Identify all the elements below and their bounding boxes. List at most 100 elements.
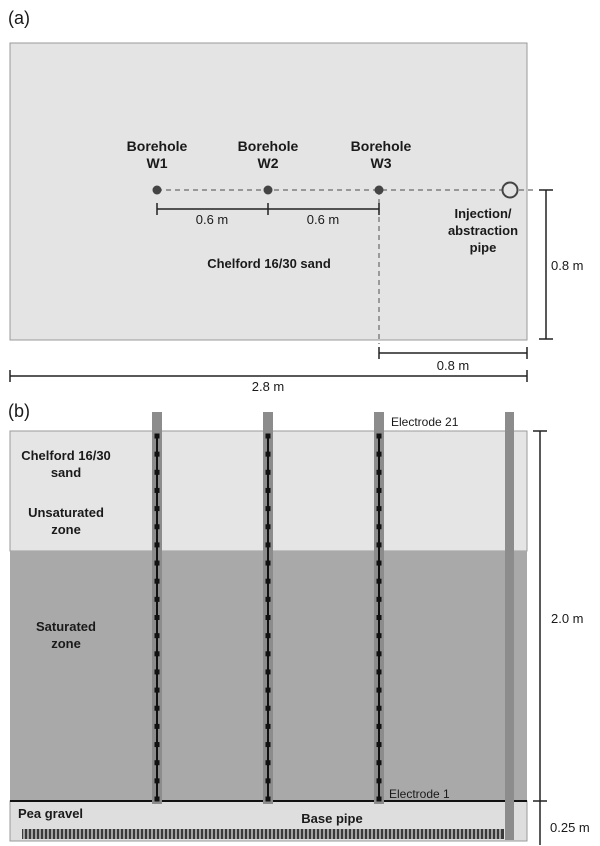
electrode bbox=[376, 451, 382, 457]
electrode bbox=[265, 742, 271, 748]
electrode bbox=[376, 669, 382, 675]
electrode bbox=[265, 669, 271, 675]
electrode bbox=[376, 596, 382, 602]
electrode bbox=[376, 560, 382, 566]
sand-label-line1: Chelford 16/30 bbox=[21, 448, 111, 463]
saturated-label-line2: zone bbox=[51, 636, 81, 651]
electrode bbox=[154, 687, 160, 693]
borehole-w3-marker bbox=[374, 185, 384, 195]
electrode bbox=[376, 796, 382, 802]
electrode bbox=[154, 451, 160, 457]
width-dimension-label: 0.8 m bbox=[551, 258, 584, 273]
pipe-label-line2: abstraction bbox=[448, 223, 518, 238]
base-pipe bbox=[22, 829, 504, 839]
borehole-w1-marker bbox=[152, 185, 162, 195]
saturated-label-line1: Saturated bbox=[36, 619, 96, 634]
electrode bbox=[376, 687, 382, 693]
electrode bbox=[265, 633, 271, 639]
base-pipe-label: Base pipe bbox=[301, 811, 362, 826]
panel-b-label: (b) bbox=[8, 401, 30, 421]
offset-dimension-label: 0.8 m bbox=[437, 358, 470, 373]
electrode bbox=[265, 487, 271, 493]
electrode-21-label: Electrode 21 bbox=[391, 415, 459, 429]
injection-pipe-marker bbox=[501, 181, 519, 199]
electrode bbox=[154, 669, 160, 675]
sand-label-line2: sand bbox=[51, 465, 81, 480]
electrode bbox=[376, 433, 382, 439]
electrode bbox=[376, 615, 382, 620]
electrode bbox=[154, 778, 160, 784]
electrode bbox=[265, 796, 271, 802]
unsaturated-label-line2: zone bbox=[51, 522, 81, 537]
electrode bbox=[265, 705, 271, 711]
electrode bbox=[154, 796, 160, 802]
electrode bbox=[154, 542, 160, 548]
electrode bbox=[154, 578, 160, 584]
electrode bbox=[154, 615, 160, 620]
borehole-w1-id: W1 bbox=[147, 155, 168, 171]
electrode bbox=[154, 469, 160, 475]
electrode bbox=[265, 778, 271, 784]
height-dimension-label: 2.0 m bbox=[551, 611, 584, 626]
electrode bbox=[154, 560, 160, 566]
electrode bbox=[154, 723, 160, 729]
electrode bbox=[376, 542, 382, 548]
electrode bbox=[265, 451, 271, 457]
length-dimension-label: 2.8 m bbox=[252, 379, 285, 394]
electrode bbox=[265, 687, 271, 693]
electrode bbox=[376, 705, 382, 711]
electrode bbox=[154, 596, 160, 602]
electrode bbox=[376, 469, 382, 475]
electrode bbox=[376, 524, 382, 530]
electrode bbox=[154, 742, 160, 748]
spacing-w2-w3-label: 0.6 m bbox=[307, 212, 340, 227]
unsaturated-label-line1: Unsaturated bbox=[28, 505, 104, 520]
borehole-w3-label: Borehole bbox=[351, 138, 412, 154]
electrode bbox=[376, 742, 382, 748]
electrode-1-label: Electrode 1 bbox=[389, 787, 450, 801]
electrode bbox=[265, 578, 271, 584]
electrode bbox=[154, 651, 160, 657]
electrode bbox=[154, 433, 160, 439]
electrode bbox=[265, 469, 271, 475]
electrode bbox=[376, 578, 382, 584]
pipe-label-line1: Injection/ bbox=[454, 206, 511, 221]
electrode bbox=[376, 633, 382, 639]
borehole-w2-id: W2 bbox=[258, 155, 279, 171]
base-pipe-body bbox=[22, 829, 504, 839]
gravel-dimension-label: 0.25 m bbox=[550, 820, 590, 835]
electrode bbox=[265, 723, 271, 729]
borehole-w2-label: Borehole bbox=[238, 138, 299, 154]
injection-pipe-column bbox=[505, 412, 514, 840]
borehole-columns bbox=[152, 412, 384, 804]
electrode bbox=[154, 506, 160, 512]
pipe-label-line3: pipe bbox=[470, 240, 497, 255]
electrode bbox=[376, 723, 382, 729]
plan-material-label: Chelford 16/30 sand bbox=[207, 256, 331, 271]
borehole-w2-marker bbox=[263, 185, 273, 195]
electrode bbox=[265, 560, 271, 566]
electrode bbox=[265, 433, 271, 439]
panel-a-label: (a) bbox=[8, 8, 30, 28]
electrode bbox=[265, 506, 271, 512]
borehole-w1-label: Borehole bbox=[127, 138, 188, 154]
electrode bbox=[265, 760, 271, 766]
electrode bbox=[265, 542, 271, 548]
spacing-w1-w2-label: 0.6 m bbox=[196, 212, 229, 227]
electrode bbox=[154, 760, 160, 766]
electrode bbox=[265, 596, 271, 602]
electrode bbox=[376, 778, 382, 784]
electrode bbox=[265, 615, 271, 620]
electrode bbox=[376, 506, 382, 512]
electrode bbox=[265, 651, 271, 657]
electrode bbox=[376, 760, 382, 766]
electrode bbox=[154, 633, 160, 639]
electrode bbox=[376, 651, 382, 657]
pea-gravel-label: Pea gravel bbox=[18, 806, 83, 821]
electrode bbox=[154, 705, 160, 711]
borehole-w3-id: W3 bbox=[371, 155, 392, 171]
electrode bbox=[376, 487, 382, 493]
electrode bbox=[154, 524, 160, 530]
electrode bbox=[265, 524, 271, 530]
